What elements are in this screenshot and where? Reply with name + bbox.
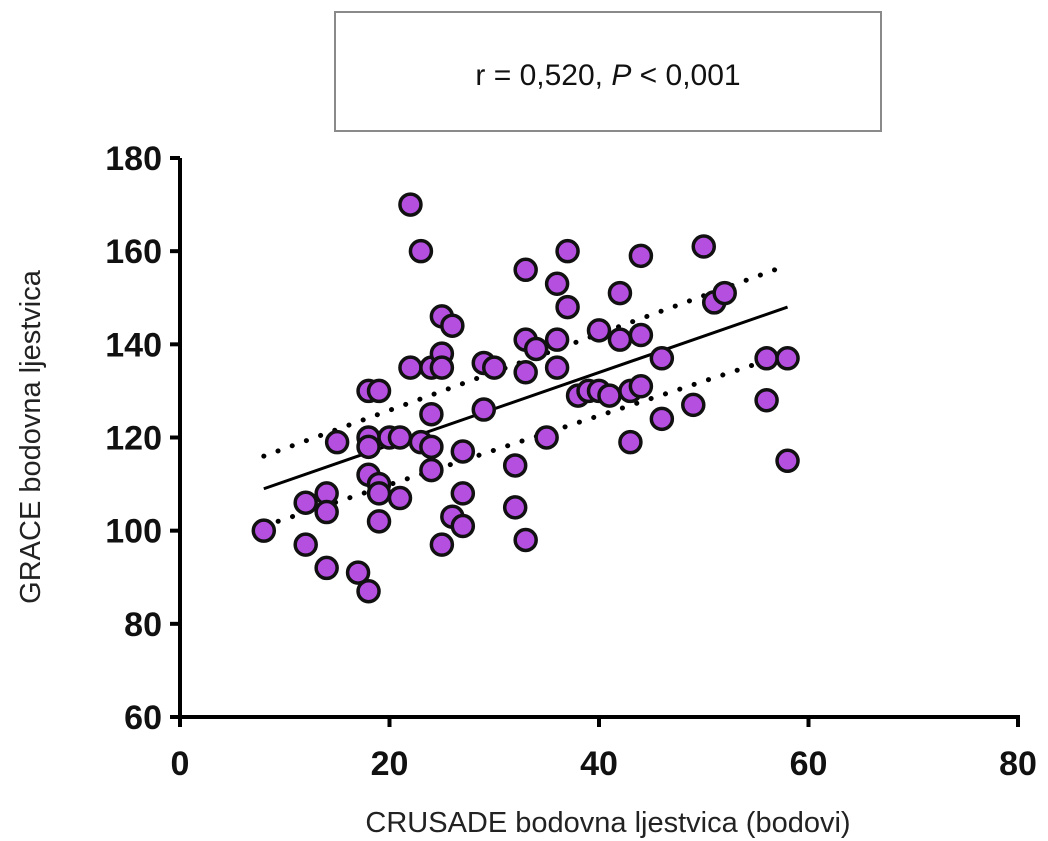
- x-axis-ticks: 0 20 40 60 80: [171, 717, 1037, 783]
- x-tick-label: 60: [790, 745, 828, 783]
- data-point: [419, 401, 444, 427]
- data-point: [408, 238, 434, 264]
- data-point: [429, 355, 455, 380]
- data-point: [544, 355, 570, 380]
- confidence-band-lower: [261, 351, 791, 529]
- data-point: [754, 387, 779, 413]
- data-point: [502, 495, 528, 520]
- data-point: [607, 280, 633, 306]
- data-point: [398, 192, 423, 217]
- data-point: [450, 481, 476, 506]
- data-point: [366, 509, 392, 534]
- data-point: [293, 532, 318, 557]
- data-point: [387, 425, 413, 450]
- data-point: [366, 481, 392, 506]
- data-point: [366, 378, 392, 404]
- data-point: [555, 294, 580, 320]
- data-point: [712, 280, 737, 306]
- data-point: [440, 313, 465, 338]
- y-tick-label: 80: [124, 606, 162, 644]
- data-point: [482, 355, 507, 380]
- data-point: [544, 271, 570, 297]
- data-point: [429, 532, 455, 557]
- regression-line: [263, 305, 789, 491]
- data-point: [534, 425, 559, 450]
- y-tick-label: 160: [105, 233, 162, 271]
- stat-p-label: P: [611, 59, 631, 92]
- x-tick-label: 0: [171, 745, 190, 783]
- stat-annotation-box: r = 0,520, P < 0,001: [334, 11, 882, 132]
- y-tick-label: 60: [124, 699, 162, 737]
- data-point: [471, 397, 497, 422]
- y-axis-title: GRACE bodovna ljestvica: [15, 269, 47, 604]
- x-tick-label: 20: [371, 745, 409, 783]
- data-point: [356, 434, 381, 460]
- data-point: [555, 238, 580, 264]
- data-point: [586, 318, 612, 343]
- stat-r: r = 0,520,: [475, 59, 611, 92]
- data-point: [387, 485, 413, 511]
- data-point: [597, 383, 622, 408]
- x-tick-label: 80: [999, 745, 1037, 783]
- data-point: [649, 346, 675, 371]
- data-point: [618, 429, 643, 455]
- data-points: [251, 192, 800, 604]
- y-axis-ticks: 60 80 100 120 140 160 180: [105, 140, 180, 737]
- data-point: [513, 527, 538, 553]
- y-tick-label: 180: [105, 140, 162, 178]
- y-tick-label: 140: [105, 326, 162, 364]
- stat-box-frame: [334, 11, 882, 132]
- stat-annotation: r = 0,520, P < 0,001: [475, 59, 740, 92]
- x-axis-title: CRUSADE bodovna ljestvica (bodovi): [365, 807, 850, 839]
- data-point: [628, 322, 654, 348]
- data-point: [628, 374, 654, 399]
- data-point: [523, 336, 549, 362]
- data-point: [513, 257, 538, 283]
- stat-p-value: < 0,001: [631, 59, 740, 92]
- data-point: [314, 555, 339, 581]
- data-point: [450, 439, 476, 464]
- data-point: [607, 327, 633, 352]
- data-point: [251, 518, 277, 543]
- y-tick-label: 100: [105, 513, 162, 551]
- data-point: [775, 346, 800, 371]
- data-point: [754, 346, 779, 371]
- data-point: [649, 406, 675, 432]
- regression-lines: [261, 262, 791, 529]
- data-point: [356, 578, 381, 604]
- confidence-band-upper: [261, 262, 791, 459]
- data-point: [691, 234, 716, 259]
- data-point: [345, 560, 371, 585]
- data-point: [502, 453, 528, 478]
- y-tick-label: 120: [105, 420, 162, 458]
- data-point: [681, 392, 706, 418]
- data-point: [419, 457, 444, 483]
- data-point: [775, 448, 800, 474]
- data-point: [450, 513, 476, 539]
- data-point: [398, 355, 423, 380]
- data-point: [324, 429, 350, 455]
- axes: [178, 158, 1020, 719]
- data-point: [513, 360, 538, 385]
- data-point: [293, 490, 318, 515]
- data-point: [314, 499, 339, 525]
- axis-lines: [178, 158, 1020, 719]
- data-point: [544, 327, 570, 352]
- x-tick-label: 40: [580, 745, 618, 783]
- data-point: [419, 434, 444, 460]
- data-point: [628, 243, 654, 269]
